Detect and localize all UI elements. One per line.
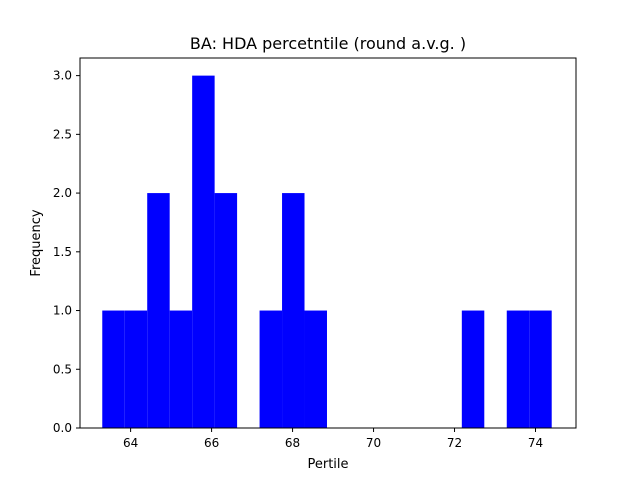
x-tick-label: 74 (528, 436, 543, 450)
histogram-bar-7 (259, 310, 283, 428)
x-tick-label: 70 (366, 436, 381, 450)
plot-frame (79, 57, 577, 429)
y-tick-label: 1.0 (53, 304, 72, 318)
histogram-bar-18 (506, 310, 530, 428)
chart-title: BA: HDA percetntile (round a.v.g. ) (190, 34, 466, 53)
histogram-bar-9 (304, 310, 327, 428)
x-tick-label: 66 (204, 436, 219, 450)
histogram-bar-4 (192, 75, 215, 428)
histogram-bar-0 (102, 310, 125, 428)
y-axis: 0.0 0.5 1.0 1.5 2.0 2.5 3.0 (53, 69, 80, 435)
x-tick-label: 68 (285, 436, 300, 450)
histogram-bar-8 (282, 193, 305, 428)
histogram-bar-1 (124, 310, 148, 428)
histogram-bar-2 (147, 193, 170, 428)
y-tick-label: 0.0 (53, 421, 72, 435)
histogram-bar-19 (529, 310, 552, 428)
histogram-bar-16 (461, 310, 485, 428)
x-tick-label: 72 (447, 436, 462, 450)
y-axis-label: Frequency (29, 209, 44, 276)
histogram-bar-5 (214, 193, 238, 428)
y-tick-label: 0.5 (53, 362, 72, 376)
x-tick-label: 64 (123, 436, 138, 450)
y-tick-label: 1.5 (53, 245, 72, 259)
y-tick-label: 3.0 (53, 69, 72, 83)
histogram-bar-3 (169, 310, 193, 428)
x-axis: 64 66 68 70 72 74 (123, 428, 543, 450)
bars-group (102, 75, 552, 428)
y-tick-label: 2.0 (53, 186, 72, 200)
x-axis-label: Pertile (307, 457, 348, 472)
y-tick-label: 2.5 (53, 127, 72, 141)
